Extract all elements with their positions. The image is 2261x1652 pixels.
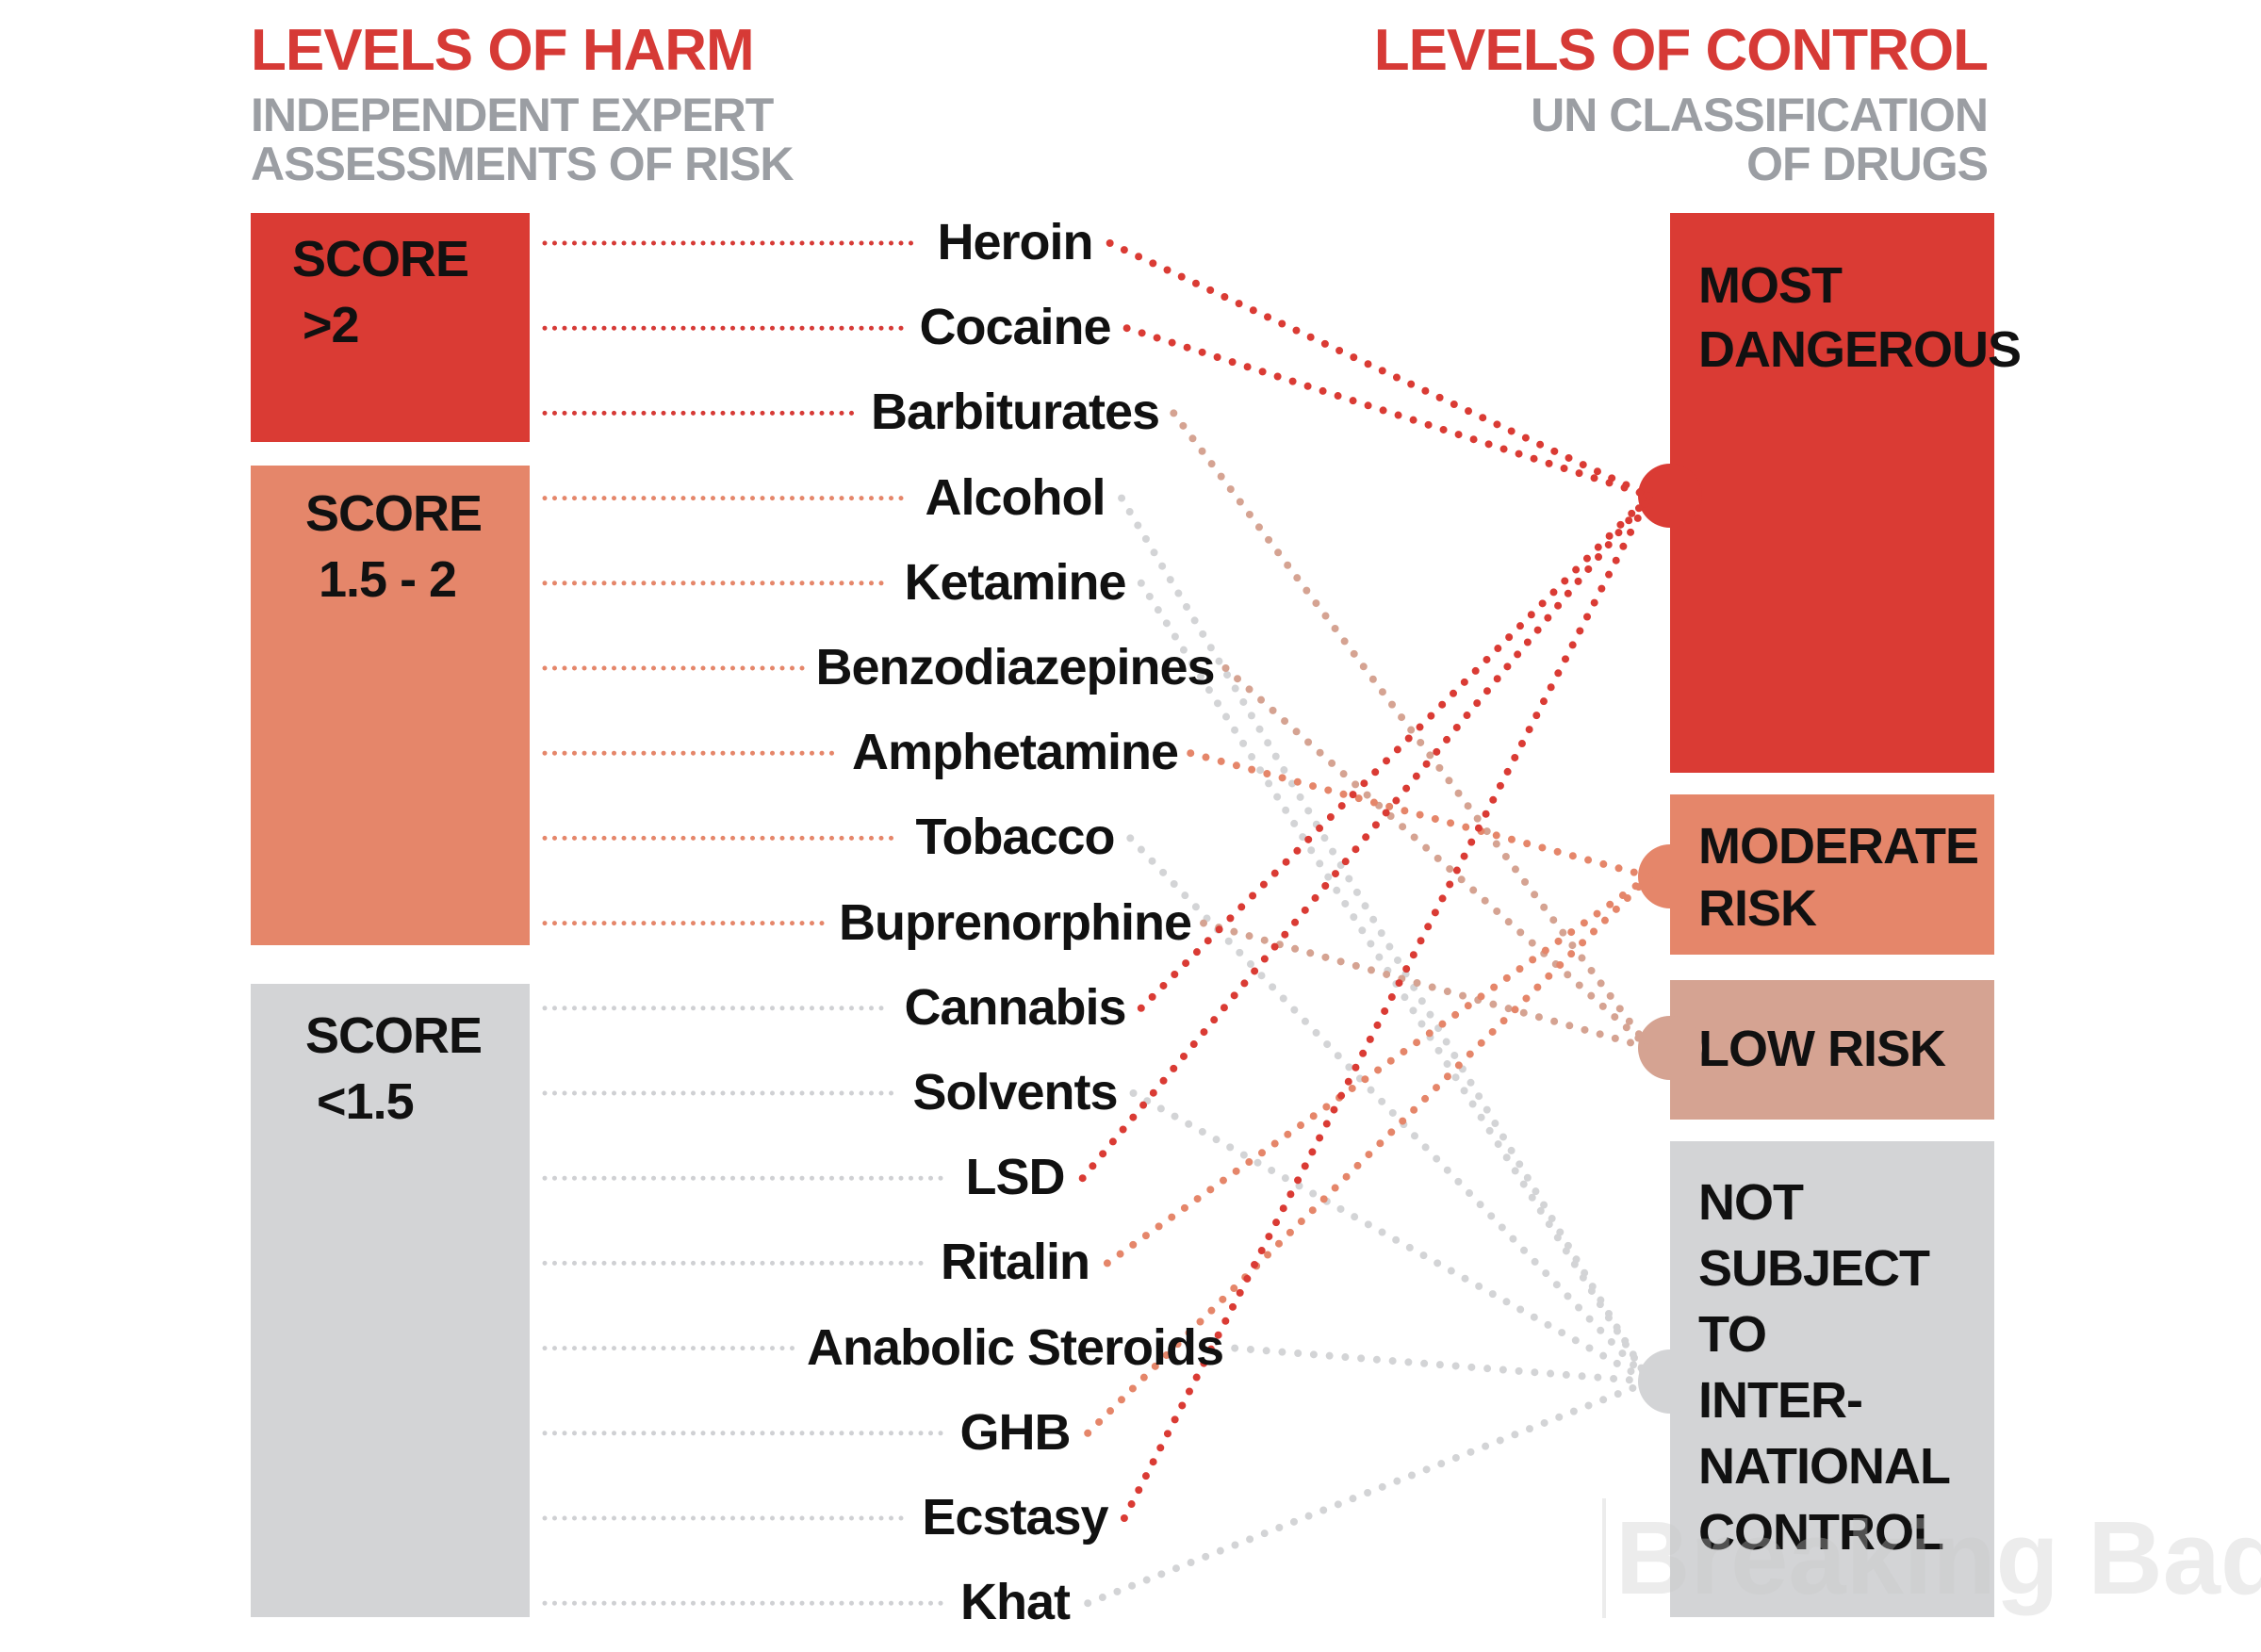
drug-label-buprenorphine: Buprenorphine (839, 893, 1192, 951)
control-none-line1: NOT (1698, 1174, 1804, 1231)
control-box-moderate-risk: MODERATE RISK (1670, 794, 1994, 955)
drug-label-tobacco: Tobacco (915, 809, 1115, 866)
harm-low-line1: SCORE (305, 1007, 483, 1064)
drug-label-cocaine: Cocaine (919, 299, 1111, 356)
drug-label-benzodiazepines: Benzodiazepines (815, 639, 1215, 695)
control-link-alcohol (1118, 494, 1653, 1385)
control-link-ecstasy (1120, 492, 1653, 1522)
control-most-line1: MOST (1698, 257, 1843, 314)
drug-label-barbiturates: Barbiturates (870, 384, 1160, 441)
harm-subtitle-line1: INDEPENDENT EXPERT (251, 89, 774, 141)
control-title: LEVELS OF CONTROL (1373, 18, 1989, 83)
drug-label-ketamine: Ketamine (904, 553, 1126, 611)
control-link-tobacco (1126, 834, 1653, 1385)
drug-label-solvents: Solvents (912, 1064, 1118, 1120)
drug-label-khat: Khat (960, 1574, 1071, 1631)
control-link-ghb (1084, 873, 1653, 1437)
control-none-line4: INTER- (1698, 1372, 1863, 1429)
control-link-lsd (1078, 492, 1653, 1183)
harm-title: LEVELS OF HARM (251, 18, 755, 83)
hub-none (1638, 1349, 1702, 1414)
control-link-anabolic-steroids (1231, 1344, 1653, 1385)
control-box-most-dangerous: MOST DANGEROUS (1670, 213, 2022, 773)
harm-moderate-line1: SCORE (305, 485, 483, 542)
control-link-buprenorphine (1200, 919, 1653, 1052)
harm-box-moderate: SCORE 1.5 - 2 (251, 466, 530, 945)
control-box-not-controlled: NOT SUBJECT TO INTER- NATIONAL CONTROL (1670, 1141, 1994, 1617)
harm-low-line2: <1.5 (317, 1073, 415, 1130)
control-link-cannabis (1137, 492, 1653, 1012)
control-link-ritalin (1103, 873, 1653, 1268)
harm-subtitle-line2: ASSESSMENTS OF RISK (251, 138, 795, 190)
control-low-line1: LOW RISK (1698, 1021, 1946, 1077)
watermark: Breaking Bad (1602, 1498, 2261, 1618)
harm-moderate-line2: 1.5 - 2 (319, 551, 457, 608)
control-link-barbiturates (1170, 409, 1653, 1052)
hub-most (1638, 464, 1702, 528)
drug-label-cannabis: Cannabis (904, 978, 1126, 1036)
hub-low (1638, 1016, 1702, 1080)
drug-label-amphetamine: Amphetamine (851, 724, 1179, 781)
control-link-khat (1084, 1378, 1653, 1608)
hub-moderate (1638, 844, 1702, 908)
drug-label-lsd: LSD (965, 1149, 1066, 1206)
control-most-line2: DANGEROUS (1698, 321, 2022, 378)
control-none-line3: TO (1698, 1306, 1767, 1363)
control-link-heroin (1106, 239, 1653, 499)
control-link-solvents (1129, 1089, 1653, 1385)
harm-high-line1: SCORE (292, 231, 469, 287)
drug-label-anabolic-steroids: Anabolic Steroids (806, 1318, 1224, 1376)
control-link-ketamine (1137, 579, 1653, 1385)
control-box-low-risk: LOW RISK (1670, 980, 1994, 1120)
control-link-cocaine (1122, 324, 1653, 499)
control-moderate-line2: RISK (1698, 880, 1817, 937)
drug-label-ecstasy: Ecstasy (922, 1489, 1108, 1546)
control-link-amphetamine (1187, 749, 1653, 880)
control-none-line6: CONTROL (1698, 1504, 1944, 1561)
harm-box-high: SCORE >2 (251, 213, 530, 442)
harm-box-low: SCORE <1.5 (251, 984, 530, 1617)
drug-label-alcohol: Alcohol (925, 468, 1106, 526)
control-moderate-line1: MODERATE (1698, 818, 1979, 875)
control-subtitle-line2: OF DRUGS (1746, 138, 1989, 190)
control-none-line2: SUBJECT (1698, 1240, 1930, 1297)
harm-high-line2: >2 (303, 297, 360, 353)
drug-label-ghb: GHB (959, 1403, 1072, 1461)
control-none-line5: NATIONAL (1698, 1438, 1951, 1495)
drug-label-heroin: Heroin (937, 214, 1093, 270)
control-link-benzodiazepines (1221, 664, 1653, 1052)
control-subtitle-line1: UN CLASSIFICATION (1531, 89, 1989, 141)
drug-label-ritalin: Ritalin (940, 1234, 1090, 1291)
